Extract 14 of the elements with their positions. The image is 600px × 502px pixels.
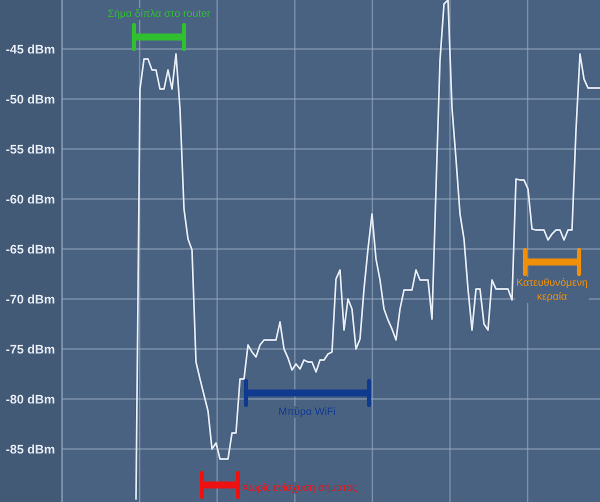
- y-tick-label: -60 dBm: [6, 194, 54, 204]
- y-tick-label: -55 dBm: [6, 144, 54, 154]
- annotation: Κατευθυνόμενη κεραία: [517, 278, 588, 302]
- annotation: Χωρίς ενίσχυση σήματος: [242, 482, 357, 494]
- y-tick-label: -75 dBm: [6, 344, 54, 354]
- annotation: Μπύρα WiFi: [279, 406, 335, 418]
- y-tick-label: -65 dBm: [6, 244, 54, 254]
- line-series: [135, 0, 600, 500]
- y-tick-label: -85 dBm: [6, 444, 54, 454]
- annotation: Σήμα δίπλα στο router: [108, 8, 210, 19]
- y-tick-label: -70 dBm: [6, 294, 54, 304]
- y-tick-label: -50 dBm: [6, 94, 54, 104]
- y-tick-label: -80 dBm: [6, 394, 54, 404]
- y-tick-label: -45 dBm: [6, 44, 54, 54]
